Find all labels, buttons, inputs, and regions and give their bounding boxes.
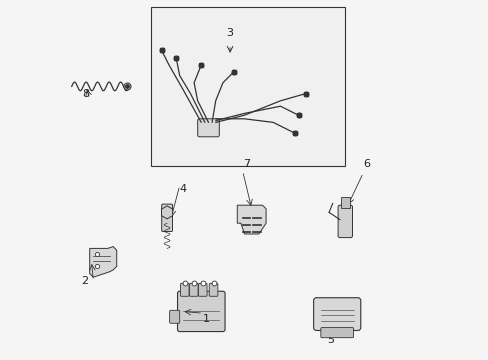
Text: 5: 5: [327, 335, 334, 345]
FancyBboxPatch shape: [197, 119, 219, 137]
FancyBboxPatch shape: [177, 291, 224, 332]
FancyBboxPatch shape: [340, 197, 349, 208]
FancyBboxPatch shape: [162, 204, 172, 231]
FancyBboxPatch shape: [180, 283, 189, 296]
FancyBboxPatch shape: [320, 328, 353, 338]
Text: 4: 4: [180, 184, 186, 194]
Text: 3: 3: [226, 28, 233, 38]
Text: 7: 7: [242, 159, 249, 169]
Polygon shape: [89, 247, 117, 277]
Text: 1: 1: [203, 314, 210, 324]
FancyBboxPatch shape: [313, 298, 360, 330]
FancyBboxPatch shape: [151, 7, 345, 166]
FancyBboxPatch shape: [337, 205, 352, 238]
FancyBboxPatch shape: [198, 283, 206, 296]
FancyBboxPatch shape: [189, 283, 198, 296]
Polygon shape: [237, 205, 265, 234]
FancyBboxPatch shape: [209, 283, 218, 296]
FancyBboxPatch shape: [169, 310, 179, 323]
Text: 8: 8: [82, 89, 89, 99]
Text: 6: 6: [363, 159, 369, 169]
Text: 2: 2: [81, 276, 88, 286]
